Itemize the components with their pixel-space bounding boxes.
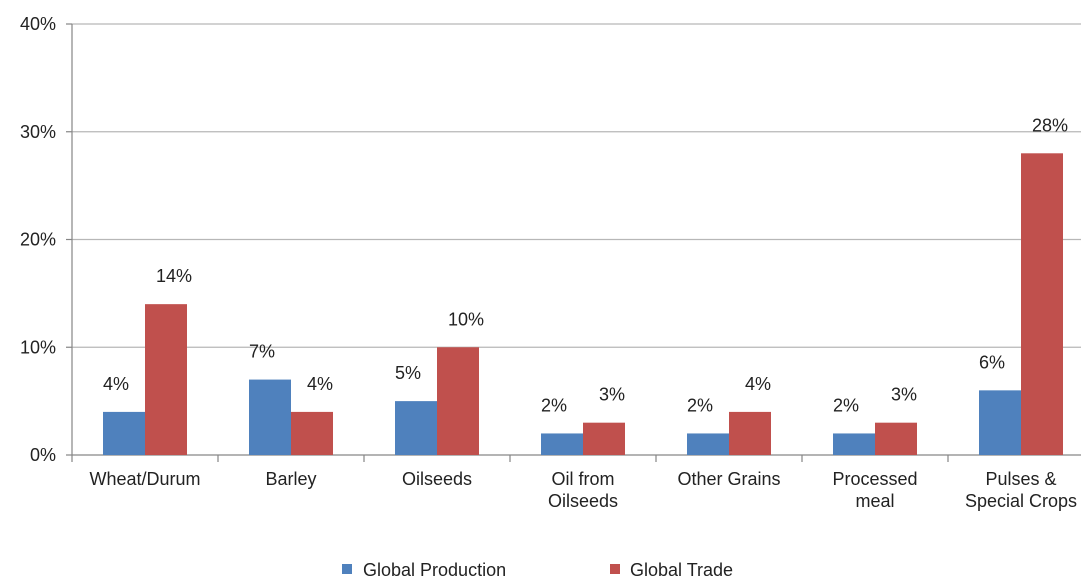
bar-1-2 — [437, 347, 479, 455]
bar-1-1 — [291, 411, 333, 455]
x-category-label: Processed meal — [832, 469, 917, 511]
bar-0-3 — [541, 433, 583, 455]
bar-0-1 — [249, 379, 291, 455]
y-tick-label: 10% — [20, 337, 56, 357]
data-labels: 4% 14% 7% 4% 5% 10% 2% 3% 2% 4% 2% 3% 6% 28% — [103, 115, 1068, 415]
data-label-0-5: 2% — [833, 395, 859, 415]
y-tick-label: 40% — [20, 14, 56, 34]
data-label-1-4: 4% — [745, 374, 771, 394]
x-category-label: Wheat/Durum — [89, 469, 200, 489]
bars — [103, 153, 1063, 456]
data-label-0-1: 7% — [249, 342, 275, 362]
y-tick-label: 20% — [20, 230, 56, 250]
x-category-label: Barley — [265, 469, 316, 489]
y-tick-label: 30% — [20, 122, 56, 142]
data-label-0-6: 6% — [979, 352, 1005, 372]
bar-1-3 — [583, 422, 625, 455]
y-axis: 0% 10% 20% 30% 40% — [20, 14, 73, 465]
data-label-0-2: 5% — [395, 363, 421, 383]
legend-swatch-global-production — [342, 564, 352, 574]
bar-0-0 — [103, 411, 145, 455]
y-tick-label: 0% — [30, 445, 56, 465]
legend-label-global-trade: Global Trade — [630, 560, 733, 580]
x-category-label: Pulses & Special Crops — [965, 469, 1077, 511]
data-label-1-6: 28% — [1032, 115, 1068, 135]
grid-lines — [72, 23, 1081, 456]
x-category-label: Oilseeds — [402, 469, 472, 489]
data-label-0-4: 2% — [687, 395, 713, 415]
x-category-label: Oil from Oilseeds — [548, 469, 618, 511]
legend-swatch-global-trade — [610, 564, 620, 574]
data-label-1-2: 10% — [448, 309, 484, 329]
data-label-1-0: 14% — [156, 266, 192, 286]
data-label-0-3: 2% — [541, 395, 567, 415]
bar-0-6 — [979, 390, 1021, 455]
data-label-1-1: 4% — [307, 374, 333, 394]
bar-1-6 — [1021, 153, 1063, 456]
legend: Global Production Global Trade — [342, 560, 733, 580]
data-label-1-3: 3% — [599, 385, 625, 405]
bar-0-2 — [395, 401, 437, 455]
bar-0-5 — [833, 433, 875, 455]
bar-1-4 — [729, 411, 771, 455]
data-label-0-0: 4% — [103, 374, 129, 394]
bar-0-4 — [687, 433, 729, 455]
bar-1-5 — [875, 422, 917, 455]
data-label-1-5: 3% — [891, 385, 917, 405]
x-category-label: Other Grains — [677, 469, 780, 489]
bar-1-0 — [145, 304, 187, 455]
x-axis: Wheat/Durum Barley Oilseeds Oil from Oilseed… — [71, 455, 1077, 511]
legend-label-global-production: Global Production — [363, 560, 506, 580]
